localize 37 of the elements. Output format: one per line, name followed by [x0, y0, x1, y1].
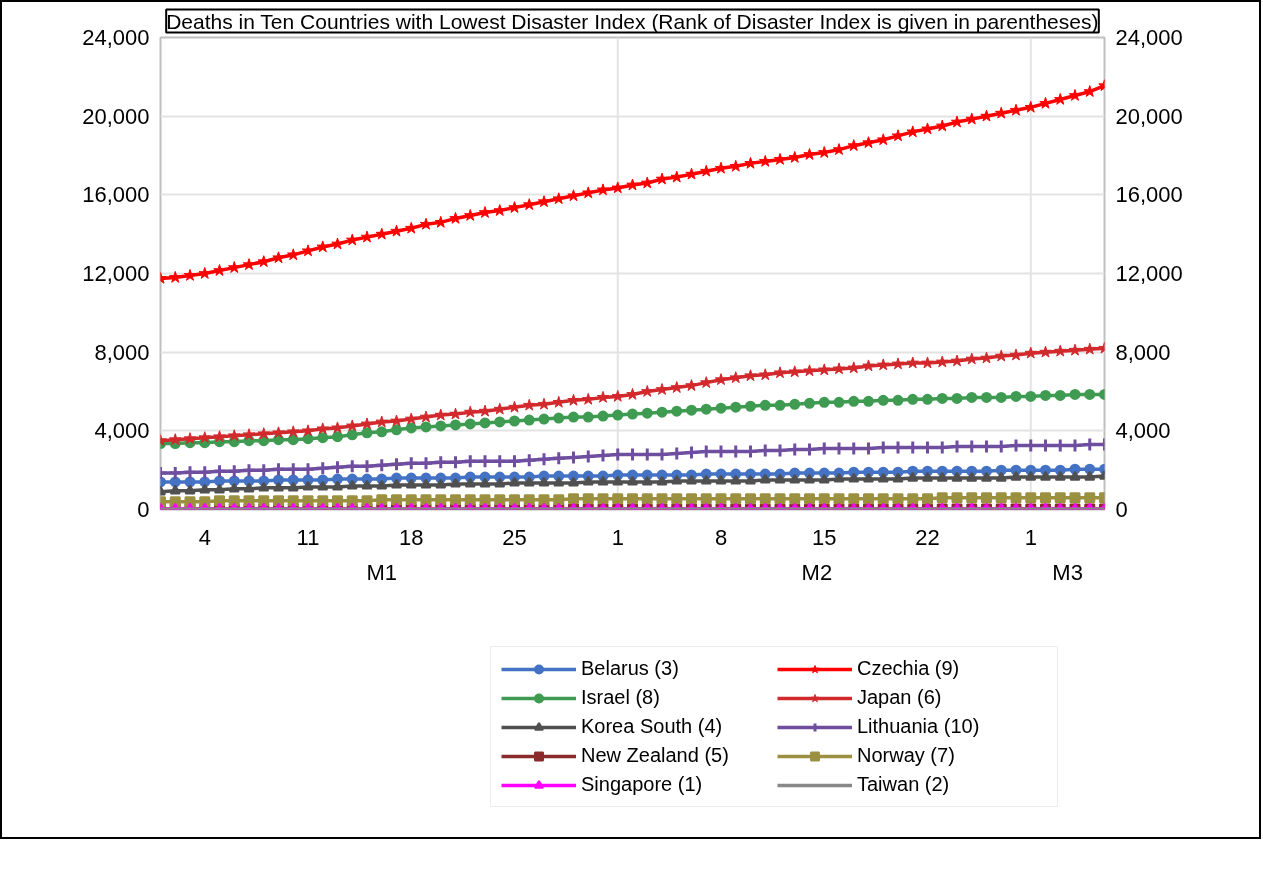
x-tick-label: 4: [198, 524, 211, 550]
y-tick-label: 12,000: [82, 261, 150, 286]
y2-tick-label: 16,000: [1115, 182, 1183, 208]
chart-title: Deaths in Ten Countries with Lowest Disaster Index (Rank of Disaster Index is given in parentheses): [166, 9, 1099, 33]
y-tick-label: 8,000: [94, 339, 150, 365]
x-tick-label: 18: [399, 524, 424, 550]
y-tick-label: 16,000: [82, 182, 150, 208]
x-tick-label: 25: [502, 524, 527, 550]
legend-label: Norway (7): [857, 744, 956, 767]
x-tick-label: 15: [812, 524, 837, 550]
y2-tick-label: 4,000: [1115, 418, 1171, 444]
x-tick-label: 11: [296, 524, 320, 550]
y2-tick-label: 20,000: [1115, 103, 1183, 129]
y-tick-label: 24,000: [82, 25, 150, 50]
text: M2: [801, 559, 833, 585]
y-tick-label: 20,000: [82, 103, 150, 129]
x-tick-label: 1: [611, 524, 624, 550]
y2-tick-label: 24,000: [1115, 25, 1183, 50]
legend-label: Belarus (3): [581, 657, 680, 680]
text: M1: [366, 559, 398, 585]
text: M3: [1052, 559, 1083, 585]
y2-tick-label: 0: [1115, 497, 1128, 522]
x-tick-label: 22: [915, 524, 940, 550]
x-tick-label: 1: [1024, 524, 1037, 550]
legend-label: Lithuania (10): [857, 715, 981, 738]
x-tick-label: 8: [714, 524, 728, 550]
legend-label: Korea South (4): [581, 715, 724, 738]
legend-label: Israel (8): [581, 686, 661, 709]
y2-tick-label: 8,000: [1115, 339, 1171, 365]
legend-label: Czechia (9): [857, 657, 961, 680]
legend-label: Singapore (1): [581, 773, 704, 796]
legend-label: Taiwan (2): [857, 773, 951, 796]
y2-tick-label: 12,000: [1115, 261, 1183, 286]
y-tick-label: 4,000: [94, 418, 150, 444]
y-tick-label: 0: [137, 497, 150, 522]
legend-label: New Zealand (5): [581, 744, 730, 767]
legend-label: Japan (6): [857, 686, 943, 709]
